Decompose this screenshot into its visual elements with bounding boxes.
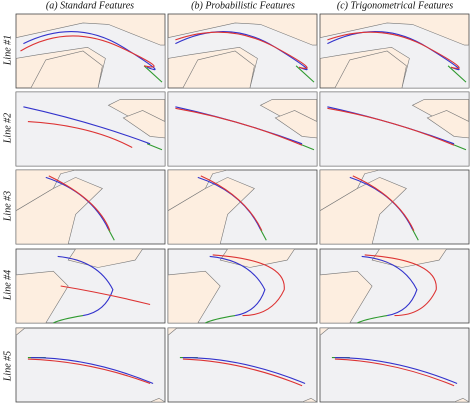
panel: [319, 327, 471, 403]
panel: [15, 248, 166, 324]
green-line: [146, 143, 163, 151]
row-label: Line #5: [2, 351, 13, 382]
region: [453, 397, 471, 403]
green-line: [295, 65, 315, 83]
green-line: [357, 315, 388, 324]
panel: [319, 169, 470, 245]
region: [167, 91, 318, 167]
panel: [319, 91, 470, 167]
row-label: Line #4: [2, 270, 13, 301]
column-title: (c) Trigonometrical Features: [337, 0, 453, 11]
column-headers: (a) Standard Features (b) Probabilistic …: [46, 0, 453, 11]
region: [15, 22, 166, 89]
panel-background: [319, 327, 470, 403]
blue-line: [30, 357, 154, 385]
region: [274, 110, 318, 139]
column-title: (a) Standard Features: [46, 0, 134, 11]
region: [319, 270, 373, 324]
region: [149, 397, 167, 403]
red-line: [212, 254, 285, 317]
red-line: [60, 285, 151, 306]
green-line: [411, 228, 419, 241]
region: [319, 177, 407, 245]
red-line: [352, 175, 415, 231]
region: [30, 50, 103, 89]
blue-line: [57, 255, 114, 317]
region: [319, 22, 470, 89]
green-line: [107, 228, 115, 241]
green-line: [447, 65, 467, 83]
region: [182, 50, 255, 89]
panel: [167, 13, 318, 89]
green-line: [53, 315, 84, 324]
region: [15, 91, 166, 167]
panel-background: [15, 327, 166, 403]
green-line: [205, 315, 236, 324]
row-label: Line #3: [2, 191, 13, 222]
region: [319, 327, 330, 337]
red-line: [27, 358, 151, 385]
red-line: [364, 254, 437, 317]
panel: [167, 327, 319, 403]
panel: [319, 248, 470, 324]
panel: [319, 13, 470, 89]
region: [301, 397, 319, 403]
red-line: [182, 358, 303, 387]
region: [334, 50, 407, 89]
panel: [167, 169, 318, 245]
green-line: [259, 228, 267, 241]
panels: [15, 13, 471, 403]
panel: [15, 327, 167, 403]
panel: [167, 91, 318, 167]
row-label: Line #1: [2, 35, 13, 66]
region: [15, 327, 26, 337]
row-label: Line #2: [2, 113, 13, 144]
red-line: [20, 35, 155, 68]
red-line: [334, 358, 455, 387]
region: [167, 177, 255, 245]
region: [122, 110, 166, 139]
blue-line: [334, 357, 458, 385]
region: [167, 327, 178, 337]
red-line: [48, 175, 111, 231]
region: [15, 177, 103, 245]
panel: [15, 13, 166, 89]
region: [167, 22, 318, 89]
panel: [167, 248, 318, 324]
red-line: [327, 107, 455, 146]
panel-background: [167, 327, 318, 403]
green-line: [143, 65, 163, 83]
column-title: (b) Probabilistic Features: [191, 0, 295, 11]
region: [319, 91, 470, 167]
panel: [15, 91, 166, 167]
blue-line: [182, 357, 306, 385]
red-line: [200, 175, 263, 231]
panel: [15, 169, 166, 245]
blue-line: [23, 30, 156, 71]
red-line: [175, 31, 308, 69]
region: [167, 270, 221, 324]
red-line: [327, 31, 460, 69]
blue-line: [23, 106, 151, 145]
region: [426, 110, 470, 139]
red-line: [27, 121, 133, 148]
region: [15, 270, 69, 324]
blue-line: [209, 255, 266, 317]
blue-line: [361, 255, 418, 317]
red-line: [175, 107, 303, 146]
